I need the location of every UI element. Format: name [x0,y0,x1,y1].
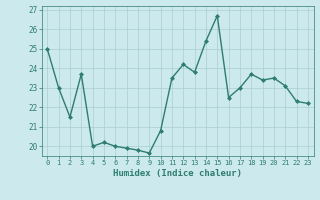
X-axis label: Humidex (Indice chaleur): Humidex (Indice chaleur) [113,169,242,178]
